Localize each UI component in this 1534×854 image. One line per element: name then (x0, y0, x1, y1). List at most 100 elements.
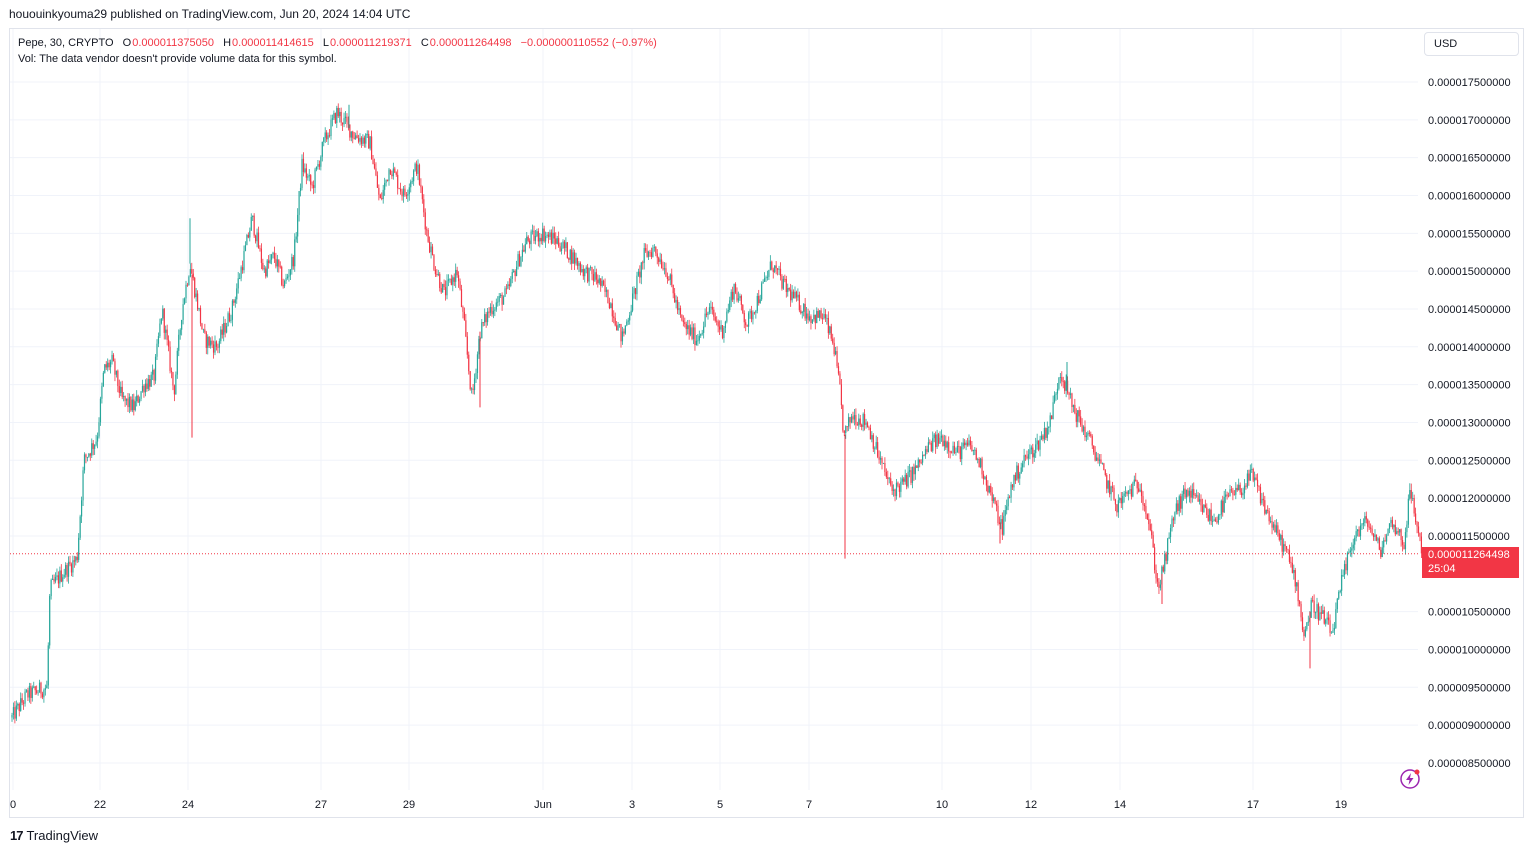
candle-body (524, 244, 526, 252)
candle-body (183, 298, 186, 305)
candle-body (830, 326, 832, 339)
candle-body (104, 364, 106, 373)
candle-body (581, 268, 583, 272)
candle-body (661, 259, 663, 269)
candle-body (96, 436, 99, 442)
candle-body (574, 252, 576, 264)
candle-body (787, 288, 789, 293)
candle-body (1383, 540, 1385, 548)
candle-body (482, 322, 484, 323)
legend-symbol[interactable]: Pepe, 30, CRYPTO (18, 37, 114, 49)
candle-body (253, 215, 255, 236)
candle-body (759, 299, 761, 304)
candle-body (141, 385, 144, 392)
x-tick-label: 22 (94, 799, 106, 811)
candle-body (1246, 473, 1248, 487)
legend-open-key: O (122, 37, 132, 49)
candle-body (518, 254, 521, 267)
candle-body (172, 372, 174, 386)
candle-body (1319, 612, 1321, 621)
currency-selector[interactable]: USD (1424, 32, 1519, 56)
candle-body (70, 564, 73, 573)
candle-body (234, 299, 236, 303)
candle-body (324, 132, 326, 138)
candle-body (1417, 526, 1420, 534)
candle-body (1358, 529, 1360, 537)
candle-body (241, 267, 244, 271)
lightning-icon[interactable] (1399, 768, 1421, 790)
candle-body (1019, 473, 1021, 479)
candle-body (1074, 404, 1076, 414)
candle-body (597, 279, 599, 284)
candle-body (1288, 550, 1291, 562)
candle-body (1096, 457, 1098, 461)
candle-body (494, 309, 496, 311)
candle-body (1217, 515, 1219, 523)
candle-body (1220, 500, 1222, 515)
candle-body (835, 351, 837, 355)
candle-body (1062, 381, 1064, 383)
candle-body (31, 687, 33, 698)
candle-body (874, 448, 876, 450)
candle-body (1009, 497, 1011, 498)
candle-body (256, 232, 258, 242)
candle-body (450, 278, 452, 285)
candle-body (410, 181, 412, 188)
candle-body (662, 268, 664, 270)
candle-body (988, 485, 990, 493)
candle-body (501, 294, 503, 305)
candle-body (629, 315, 631, 321)
candle-body (299, 187, 302, 192)
candle-body (24, 691, 26, 704)
candle-body (82, 470, 84, 501)
candle-body (1243, 485, 1246, 494)
y-tick-label: 0.000009000000 (1428, 720, 1511, 732)
candle-body (27, 690, 29, 698)
chart-frame[interactable] (9, 28, 1524, 818)
candle-body (191, 269, 193, 274)
candle-body (1180, 496, 1182, 509)
candle-body (1103, 463, 1105, 471)
candle-body (627, 320, 629, 322)
candle-body (1162, 566, 1164, 572)
candle-body (1204, 504, 1206, 508)
tradingview-logo-text: TradingView (26, 828, 99, 843)
candle-body (792, 291, 795, 299)
candle-body (665, 268, 667, 277)
candle-body (1013, 475, 1015, 488)
candle-body (36, 690, 38, 693)
candle-body (443, 283, 445, 288)
candle-body (839, 373, 841, 385)
candle-body (439, 273, 441, 289)
candle-body (1036, 440, 1038, 445)
candle-body (961, 446, 963, 460)
candle-body (521, 249, 523, 257)
candle-body (623, 331, 625, 334)
candle-body (307, 176, 309, 178)
candle-body (617, 324, 619, 331)
candle-body (1023, 455, 1025, 464)
candle-body (284, 281, 286, 287)
candle-body (156, 343, 158, 357)
candle-body (227, 313, 229, 327)
candle-body (255, 235, 257, 242)
candle-body (30, 686, 32, 698)
candle-body (79, 516, 81, 538)
candle-body (675, 299, 677, 303)
candle-body (959, 446, 961, 460)
candle-body (447, 279, 450, 281)
tradingview-logo[interactable]: 17 TradingView (10, 828, 98, 843)
candle-body (472, 388, 474, 391)
candle-body (102, 372, 104, 387)
candle-body (534, 235, 537, 241)
candle-body (543, 228, 545, 242)
candle-body (505, 288, 508, 290)
candle-body (236, 288, 238, 300)
candle-body (763, 278, 766, 282)
candle-body (840, 384, 842, 406)
candle-body (772, 269, 774, 272)
candle-body (527, 236, 529, 241)
candle-body (775, 265, 777, 269)
candle-body (924, 449, 927, 456)
